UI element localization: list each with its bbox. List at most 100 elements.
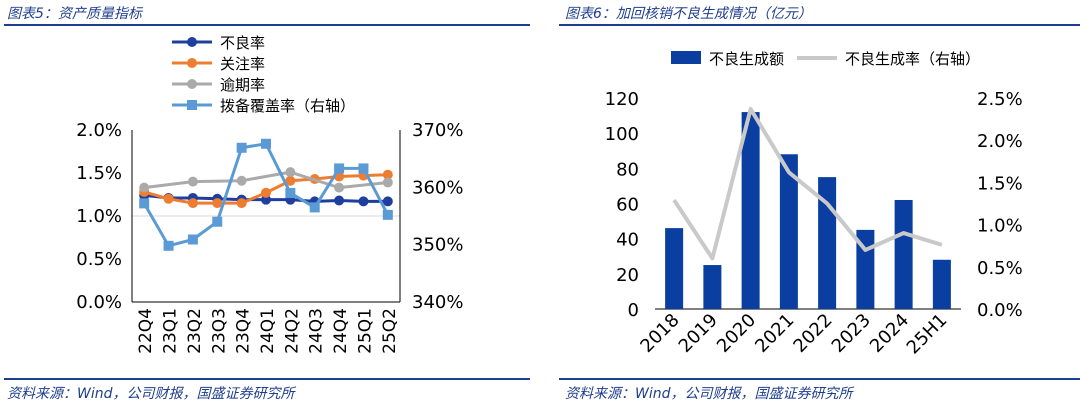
y-left-tick-label: 60 bbox=[616, 195, 639, 216]
y-left-tick-label: 80 bbox=[616, 159, 639, 180]
x-tick-label: 24Q4 bbox=[331, 308, 351, 354]
left-figure-title: 图表5：资产质量指标 bbox=[7, 6, 142, 22]
x-tick-label: 22Q4 bbox=[136, 308, 156, 354]
x-tick-label: 24Q1 bbox=[258, 308, 278, 354]
data-point bbox=[139, 182, 150, 193]
rate-line bbox=[672, 106, 943, 261]
data-point bbox=[261, 138, 271, 149]
data-point bbox=[212, 198, 223, 209]
x-tick-label: 2020 bbox=[713, 310, 760, 357]
bar bbox=[665, 228, 684, 309]
y-right-tick-label: 360% bbox=[412, 177, 463, 198]
legend-label: 不良生成额 bbox=[709, 50, 784, 68]
y-right-tick-label: 370% bbox=[412, 120, 463, 141]
right-title-rule bbox=[559, 24, 1080, 26]
y-right-tick-label: 2.0% bbox=[977, 131, 1023, 152]
y-left-tick-label: 0 bbox=[628, 300, 639, 321]
legend-label: 不良生成率（右轴） bbox=[845, 50, 980, 68]
x-tick-label: 2024 bbox=[866, 310, 913, 357]
legend-label: 关注率 bbox=[220, 55, 265, 73]
right-source-rule bbox=[559, 378, 1080, 380]
npl-generation-chart: 0 20 40 60 80 100 120 0.0% 0.5% 1.0% 1.5% 2.0% 2.5% 2… bbox=[605, 50, 1023, 359]
y-left-tick-label: 2.0% bbox=[76, 120, 122, 141]
x-tick-label: 2019 bbox=[675, 310, 722, 357]
bar bbox=[779, 154, 798, 309]
bar bbox=[703, 265, 722, 309]
data-point bbox=[163, 240, 174, 251]
data-point bbox=[261, 187, 271, 198]
y-left-tick-label: 20 bbox=[616, 265, 639, 286]
data-point bbox=[382, 209, 393, 220]
left-figure: 图表5：资产质量指标 0.0% 0.5% 1.0% 1.5% 2.0% 340% 350% 3… bbox=[0, 0, 530, 404]
y-right-tick-label: 1.5% bbox=[977, 173, 1023, 194]
legend-label: 不良率 bbox=[220, 34, 265, 52]
data-point bbox=[163, 193, 174, 204]
x-tick-label: 2021 bbox=[751, 310, 798, 357]
legend-label: 逾期率 bbox=[220, 76, 265, 94]
y-left-tick-label: 1.0% bbox=[76, 206, 122, 227]
data-point bbox=[334, 182, 345, 193]
y-right-tick-label: 0.0% bbox=[977, 300, 1023, 321]
right-figure: 图表6：加回核销不良生成情况（亿元） 0 20 40 60 80 100 120 0.0% 0.… bbox=[551, 0, 1080, 404]
data-point bbox=[187, 234, 198, 245]
x-tick-label: 23Q1 bbox=[161, 308, 181, 354]
data-point bbox=[285, 175, 296, 186]
data-point bbox=[382, 196, 393, 207]
y-left-tick-label: 0.5% bbox=[76, 249, 122, 270]
x-tick-label: 23Q3 bbox=[209, 308, 229, 354]
data-point bbox=[309, 202, 320, 213]
y-right-tick-label: 350% bbox=[412, 235, 463, 256]
right-figure-source: 资料来源：Wind，公司财报，国盛证券研究所 bbox=[565, 386, 853, 402]
rate-point bbox=[788, 171, 790, 173]
data-point bbox=[358, 196, 369, 207]
bar bbox=[741, 112, 760, 309]
y-right-tick-label: 0.5% bbox=[977, 258, 1023, 279]
rate-point bbox=[750, 108, 752, 110]
bar bbox=[894, 199, 913, 309]
x-tick-label: 25Q1 bbox=[355, 308, 375, 354]
legend-marker bbox=[187, 58, 197, 68]
y-left-tick-label: 0.0% bbox=[76, 292, 122, 313]
data-point bbox=[139, 198, 150, 209]
rate-point bbox=[941, 244, 943, 246]
rate-point bbox=[673, 199, 675, 201]
y-left-tick-label: 120 bbox=[605, 89, 639, 110]
legend-swatch-bar bbox=[671, 51, 701, 64]
x-tick-label: 2022 bbox=[789, 310, 836, 357]
data-point bbox=[236, 142, 247, 153]
rate-point bbox=[903, 232, 905, 234]
y-left-tick-label: 1.5% bbox=[76, 163, 122, 184]
data-point bbox=[261, 194, 271, 205]
x-tick-label: 24Q2 bbox=[282, 308, 302, 354]
data-point bbox=[187, 176, 198, 187]
data-point bbox=[187, 198, 198, 209]
bar bbox=[932, 259, 951, 309]
rate-point bbox=[711, 257, 713, 259]
legend-label: 拨备覆盖率（右轴） bbox=[220, 97, 355, 115]
y-right-tick-label: 1.0% bbox=[977, 216, 1023, 237]
data-point bbox=[334, 163, 345, 174]
y-left-tick-label: 40 bbox=[616, 230, 639, 251]
x-tick-label: 25H1 bbox=[903, 310, 952, 359]
right-figure-title: 图表6：加回核销不良生成情况（亿元） bbox=[565, 6, 812, 22]
left-source-rule bbox=[4, 378, 530, 380]
series-line bbox=[143, 170, 388, 190]
legend-marker bbox=[187, 79, 197, 89]
x-tick-label: 23Q4 bbox=[234, 308, 254, 354]
data-point bbox=[382, 177, 393, 188]
x-tick-label: 24Q3 bbox=[307, 308, 327, 354]
legend-marker bbox=[187, 37, 197, 47]
rate-point bbox=[864, 249, 866, 251]
data-point bbox=[285, 167, 296, 178]
data-point bbox=[382, 169, 393, 180]
data-point bbox=[358, 163, 369, 174]
legend-marker bbox=[187, 100, 197, 110]
y-right-tick-label: 2.5% bbox=[977, 89, 1023, 110]
y-left-tick-label: 100 bbox=[605, 124, 639, 145]
x-tick-label: 23Q2 bbox=[185, 308, 205, 354]
data-point bbox=[334, 195, 345, 206]
asset-quality-chart: 0.0% 0.5% 1.0% 1.5% 2.0% 340% 350% 360% 370% 22Q4… bbox=[76, 34, 463, 354]
y-right-tick-label: 340% bbox=[412, 292, 463, 313]
data-point bbox=[285, 188, 296, 199]
data-point bbox=[236, 175, 247, 186]
